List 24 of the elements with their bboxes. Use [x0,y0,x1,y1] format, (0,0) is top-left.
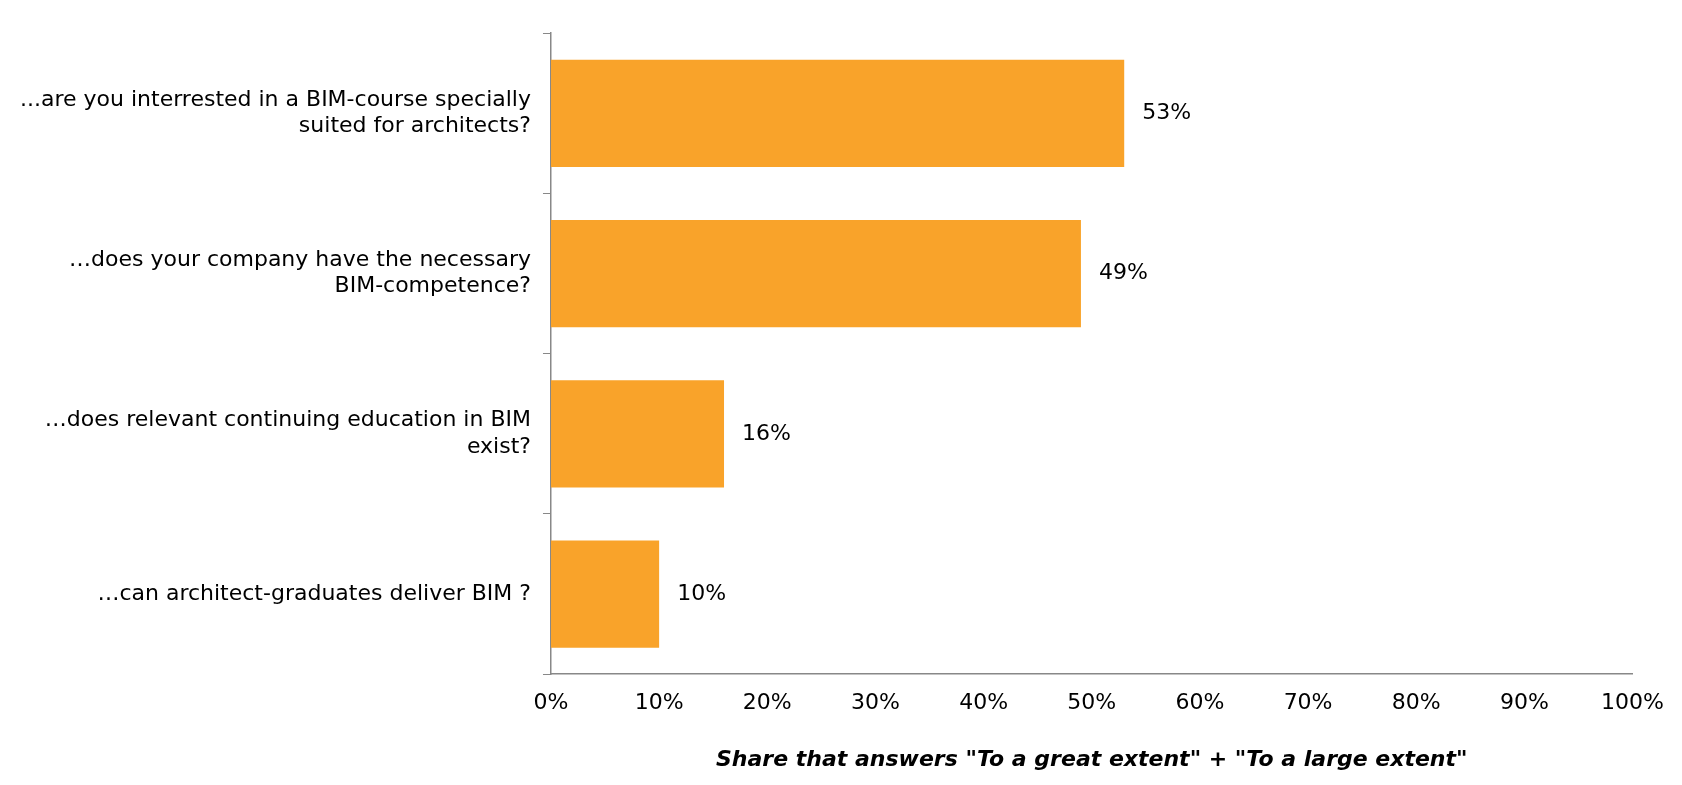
x-tick-label: 10% [634,689,684,715]
x-axis-title: Share that answers "To a great extent" + "To a large extent" [716,745,1468,771]
x-tick-label: 60% [1175,689,1225,715]
bar [550,219,1081,328]
y-tick-label: …does your company have the necessary BIM-competence? [69,246,531,298]
y-tick-label: …can architect-graduates deliver BIM ? [97,579,531,605]
data-label: 53% [1142,99,1192,125]
x-tick-label: 40% [959,689,1009,715]
x-tick-label: 80% [1391,689,1441,715]
x-tick-label: 20% [742,689,792,715]
x-tick-label: 30% [850,689,900,715]
y-tick-label: ...are you interrested in a BIM-course specially suited for architects? [19,85,531,138]
y-tick-label: …does relevant continuing education in BIM exist? [44,406,531,458]
x-tick-label: 50% [1067,689,1117,715]
x-tick-label: 90% [1499,689,1549,715]
x-tick-label: 100% [1601,689,1665,715]
data-label: 16% [742,419,791,445]
data-label: 10% [677,579,727,605]
data-label: 49% [1098,259,1148,285]
bar [550,380,725,488]
bar [550,59,1125,168]
x-tick-label: 70% [1283,689,1333,715]
x-tick-label: 0% [533,689,569,715]
bar [550,540,660,648]
